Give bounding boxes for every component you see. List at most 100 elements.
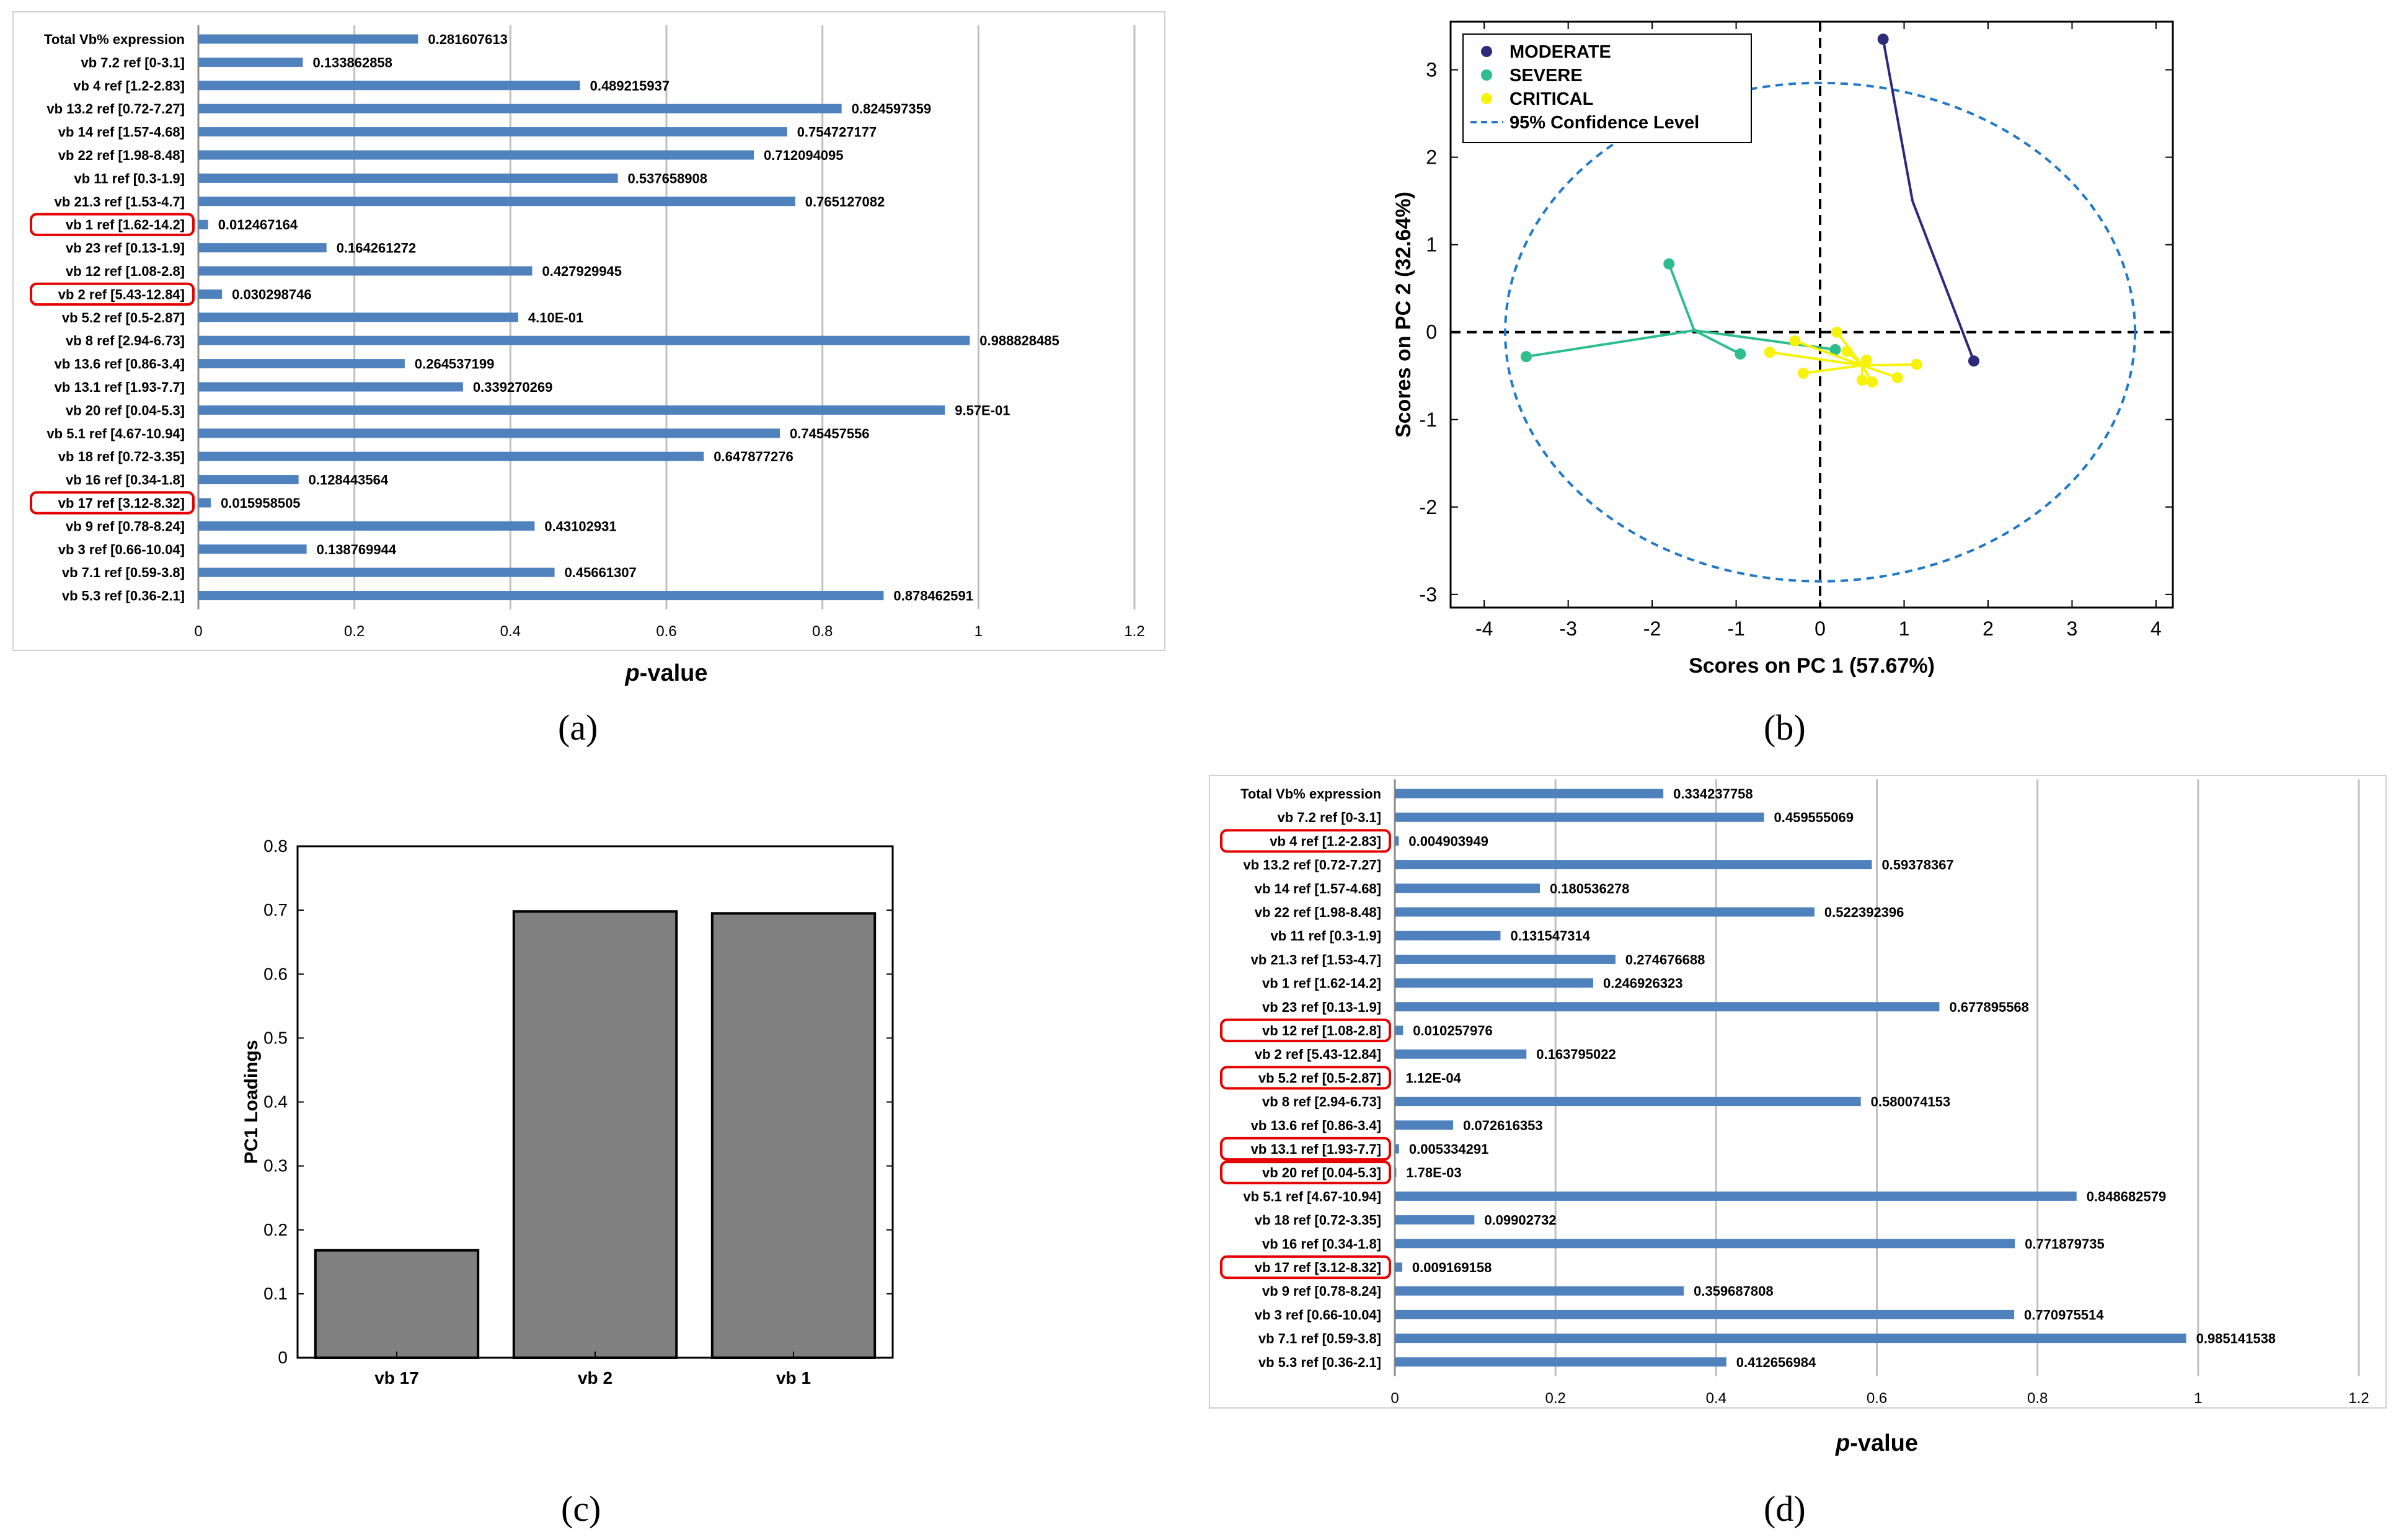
y-tick-label: 0.4 — [263, 1092, 288, 1112]
data-label: 0.264537199 — [415, 356, 494, 372]
x-tick-label: 1.2 — [1124, 623, 1144, 640]
bar — [1395, 1239, 2015, 1249]
y-tick-label: -3 — [1420, 583, 1437, 606]
data-label: 1.78E-03 — [1406, 1165, 1461, 1180]
group-spoke — [1911, 200, 1975, 361]
category-label: vb 2 ref [5.43-12.84] — [58, 286, 185, 302]
legend-box — [1462, 33, 1752, 143]
highlight-box — [1220, 1018, 1391, 1043]
x-tick-label: -1 — [1727, 617, 1744, 640]
category-label: vb 13.2 ref [0.72-7.27] — [1243, 857, 1381, 873]
bar — [198, 150, 754, 160]
data-label: 9.57E-01 — [955, 402, 1010, 418]
bar — [198, 475, 299, 485]
category-label: vb 13.1 ref [1.93-7.7] — [1251, 1141, 1381, 1157]
data-label: 0.580074153 — [1871, 1094, 1950, 1110]
category-label: vb 13.6 ref [0.86-3.4] — [55, 356, 185, 372]
group-spoke — [1803, 364, 1863, 374]
loading-bar — [512, 910, 678, 1359]
plot-frame — [1449, 20, 2174, 609]
y-tick-label: 0.2 — [263, 1220, 288, 1239]
category-label: vb 16 ref [0.34-1.8] — [1262, 1236, 1381, 1252]
score-point — [1867, 376, 1878, 388]
x-tick-label: -4 — [1475, 617, 1493, 640]
data-label: 0.281607613 — [428, 32, 507, 47]
legend-label: 95% Confidence Level — [1510, 113, 1699, 133]
chart-frame — [12, 11, 1165, 651]
x-tick-label: -3 — [1559, 617, 1576, 640]
data-label: 4.10E-01 — [528, 310, 583, 325]
score-point — [1764, 347, 1775, 358]
bar — [1395, 883, 1540, 893]
bar — [198, 567, 555, 577]
data-label: 0.988828485 — [979, 333, 1059, 348]
data-label: 0.339270269 — [473, 379, 552, 395]
bar — [198, 104, 842, 113]
data-label: 0.412656984 — [1736, 1355, 1816, 1370]
category-label: Total Vb% expression — [44, 32, 185, 47]
y-tick-label: 0.1 — [263, 1284, 288, 1303]
x-tick-label: 0 — [1390, 1390, 1399, 1407]
category-label: vb 20 ref [0.04-5.3] — [66, 402, 185, 418]
y-tick-label: 0 — [1426, 321, 1437, 343]
score-point — [1831, 326, 1843, 338]
score-point — [1860, 354, 1872, 366]
bar — [198, 521, 535, 531]
data-label: 0.246926323 — [1603, 976, 1682, 991]
pca-scores-plot: -4 -3 -2 -1 0 1 2 3 4 3 2 1 0 -1 -2 -3 MODERATE SEVERE CRI… — [1392, 20, 2174, 678]
bar — [198, 34, 418, 44]
data-label: 0.537658908 — [628, 170, 707, 186]
score-point — [1856, 374, 1868, 386]
data-label: 0.985141538 — [2196, 1331, 2276, 1347]
category-label: vb 9 ref [0.78-8.24] — [66, 518, 185, 534]
bar — [1395, 1357, 1726, 1367]
bar — [198, 405, 945, 415]
data-label: 0.43102931 — [544, 518, 616, 534]
bar — [1395, 1073, 1396, 1082]
bar — [198, 197, 795, 206]
category-label: vb 4 ref [1.2-2.83] — [1270, 833, 1381, 849]
category-label: vb 5.2 ref [0.5-2.87] — [1258, 1070, 1381, 1086]
data-label: 0.745457556 — [790, 426, 869, 441]
bar — [1395, 789, 1664, 799]
category-label: vb 18 ref [0.72-3.35] — [58, 449, 185, 464]
x-tick-label: 1 — [1899, 617, 1910, 640]
data-label: 0.072616353 — [1463, 1118, 1542, 1133]
data-label: 0.647877276 — [714, 449, 793, 464]
x-tick-label: 3 — [2067, 617, 2078, 640]
data-label: 0.489215937 — [590, 78, 670, 94]
legend-label: CRITICAL — [1510, 89, 1593, 109]
panel-d: 0 0.2 0.4 0.6 0.8 1 1.2 0.334237758 Total Vb% ex… — [1209, 775, 2387, 1472]
data-label: 0.128443564 — [309, 472, 389, 488]
data-label: 0.030298746 — [232, 286, 311, 302]
data-label: 0.164261272 — [337, 241, 416, 256]
bar — [1395, 978, 1593, 988]
category-label: vb 11 ref [0.3-1.9] — [1270, 928, 1381, 944]
score-point — [1877, 33, 1889, 45]
bar — [198, 289, 223, 299]
y-tick-label: 3 — [1426, 59, 1437, 81]
data-label: 0.131547314 — [1510, 928, 1590, 944]
category-label: vb 20 ref [0.04-5.3] — [1262, 1165, 1381, 1180]
category-label: vb 2 ref [5.43-12.84] — [1255, 1047, 1381, 1062]
bar — [1395, 907, 1815, 917]
highlight-box — [1220, 1161, 1391, 1185]
data-label: 0.59378367 — [1881, 857, 1953, 873]
x-tick-label: 0.6 — [1867, 1390, 1887, 1407]
highlight-box — [30, 213, 195, 236]
bar — [1395, 1025, 1404, 1035]
bar — [198, 544, 307, 554]
bar — [198, 81, 580, 91]
x-tick-label: 0.6 — [656, 623, 676, 640]
category-label: vb 7.1 ref [0.59-3.8] — [62, 565, 185, 580]
score-point — [1520, 351, 1532, 363]
bar — [198, 243, 327, 253]
category-label: vb 17 ref [3.12-8.32] — [1255, 1260, 1381, 1275]
category-label: vb 13.2 ref [0.72-7.27] — [46, 101, 185, 117]
y-tick-label: -1 — [1420, 409, 1437, 431]
bar — [198, 359, 405, 369]
data-label: 0.009169158 — [1412, 1260, 1492, 1275]
data-label: 0.45661307 — [565, 565, 637, 580]
x-tick-label: vb 1 — [776, 1368, 811, 1387]
category-label: vb 21.3 ref [1.53-4.7] — [55, 194, 185, 210]
